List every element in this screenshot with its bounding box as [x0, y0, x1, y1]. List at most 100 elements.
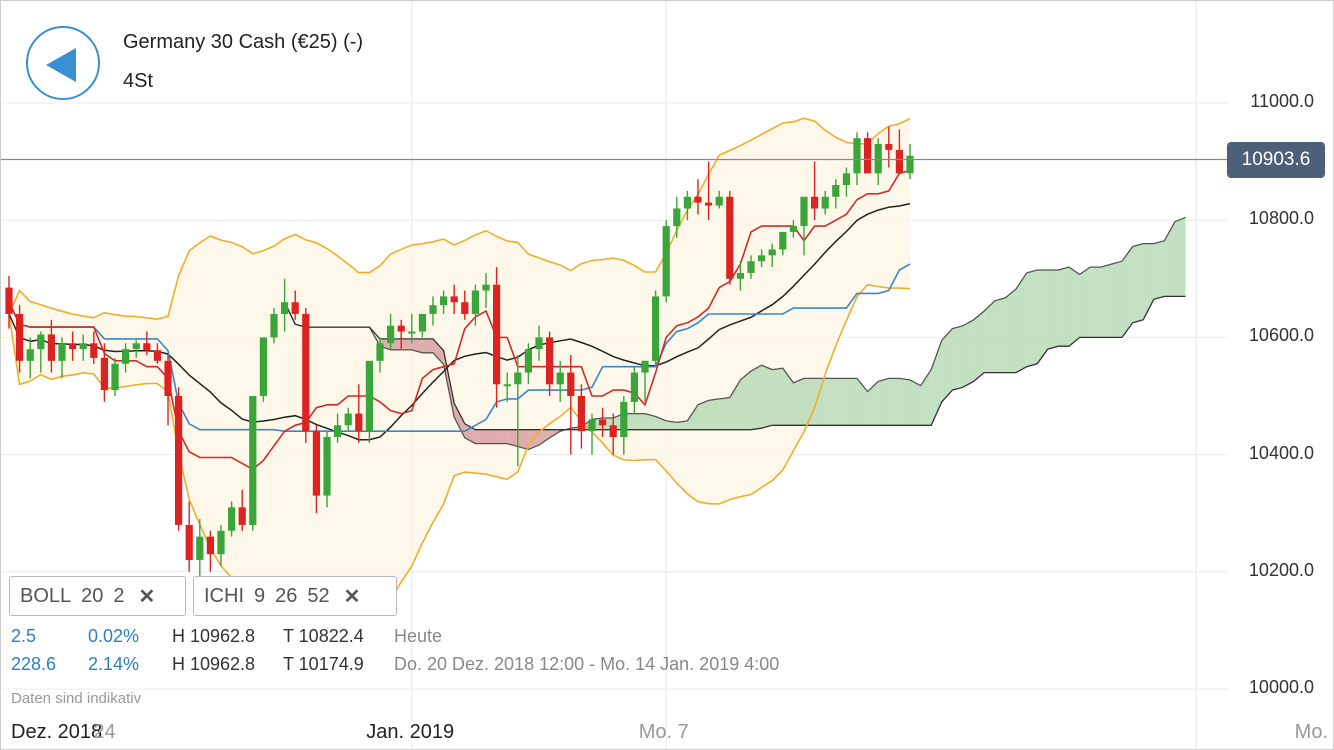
kumo-segment: [1069, 267, 1080, 347]
stat-low: T 10174.9: [283, 654, 364, 674]
kumo-segment: [698, 400, 709, 430]
kumo-segment: [517, 429, 529, 450]
candle-body: [323, 437, 331, 496]
candle-body: [842, 173, 850, 186]
back-button[interactable]: [26, 26, 100, 100]
y-tick-label: 10400.0: [1248, 442, 1314, 463]
y-tick-label: 10800.0: [1248, 208, 1314, 229]
stat-change-pct: 0.02%: [88, 626, 140, 646]
candle-body: [556, 372, 564, 385]
instrument-title: Germany 30 Cash (€25) (-): [123, 31, 364, 53]
x-tick-label: Jan. 2019: [362, 721, 459, 744]
kumo-segment: [888, 378, 900, 426]
candle-body: [705, 202, 713, 206]
stat-change-pct: 2.14%: [88, 654, 140, 674]
candle-body: [652, 296, 660, 361]
stat-low: T 10822.4: [283, 626, 364, 646]
y-tick-label: 11000.0: [1250, 91, 1314, 111]
candle-body: [302, 313, 310, 432]
candle-body: [503, 384, 511, 387]
kumo-segment: [984, 300, 995, 373]
ichimoku-kijun: [8, 263, 911, 432]
candle-body: [26, 349, 34, 361]
back-arrow-icon: [46, 48, 76, 82]
kumo-segment: [878, 378, 889, 426]
candle-body: [228, 507, 236, 531]
candle-body: [461, 302, 469, 314]
candle-body: [397, 325, 405, 332]
kumo-segment: [751, 365, 762, 430]
candle-body: [196, 536, 204, 561]
timeframe-label[interactable]: 4St: [123, 70, 154, 92]
x-tick-label: Mo. 7: [638, 721, 689, 743]
candle-body: [779, 231, 787, 250]
candle-body: [47, 334, 55, 361]
kumo-segment: [1016, 272, 1027, 373]
stat-change: 228.6: [11, 654, 57, 674]
candle-body: [450, 296, 458, 303]
candle-body: [344, 413, 352, 426]
kumo-segment: [666, 420, 677, 430]
candle-body: [259, 337, 267, 396]
candle-body: [895, 149, 903, 174]
kumo-segment: [1175, 217, 1186, 297]
stat-change: 2.5: [11, 626, 37, 646]
candle-body: [111, 363, 119, 391]
kumo-segment: [507, 429, 518, 447]
indicator-param: 26: [275, 584, 298, 607]
candle-body: [577, 396, 585, 432]
candle-body: [800, 196, 808, 227]
candle-body: [906, 155, 914, 174]
candle-body: [726, 196, 734, 279]
candle-body: [588, 419, 596, 432]
candle-body: [821, 196, 829, 209]
candle-body: [789, 226, 797, 232]
candle-body: [885, 144, 893, 150]
indicator-param: 52: [307, 584, 330, 607]
kumo-segment: [475, 429, 486, 444]
candle-body: [620, 401, 628, 438]
x-tick-label: Dez. 2018: [11, 721, 103, 743]
candle-body: [79, 343, 87, 350]
candle-body: [122, 349, 130, 364]
indicator-param: 9: [254, 584, 266, 607]
close-icon[interactable]: ✕: [343, 585, 361, 608]
kumo-segment: [634, 413, 645, 430]
indicator-param: 20: [81, 584, 104, 607]
kumo-segment: [1143, 243, 1154, 320]
candle-body: [493, 284, 501, 385]
kumo-segment: [814, 378, 826, 426]
kumo-segment: [411, 338, 423, 353]
candle-body: [217, 530, 225, 555]
kumo-segment: [920, 369, 932, 426]
candle-body: [334, 425, 342, 438]
candle-body: [238, 507, 246, 525]
close-icon[interactable]: ✕: [138, 585, 156, 608]
bollinger-fill: [9, 118, 910, 609]
candle-body: [164, 360, 172, 396]
kumo-segment: [708, 398, 720, 430]
indicator-chip-ichi[interactable]: ICHI 9 26 52 ✕: [193, 576, 397, 616]
kumo-segment: [1132, 243, 1144, 323]
candle-body: [175, 396, 183, 525]
kumo-segment: [486, 429, 497, 444]
y-tick-label: 10000.0: [1248, 677, 1314, 697]
candle-body: [599, 419, 607, 426]
candle-body: [312, 431, 320, 496]
candle-body: [355, 413, 363, 432]
candle-body: [630, 372, 638, 402]
kumo-segment: [963, 319, 974, 388]
indicator-name: BOLL: [20, 584, 72, 607]
candle-body: [90, 343, 98, 358]
candle-body: [408, 331, 416, 334]
candle-body: [270, 313, 278, 338]
stat-range: Heute: [394, 626, 443, 646]
kumo-segment: [973, 311, 985, 382]
kumo-segment: [761, 365, 773, 429]
candle-body: [16, 313, 24, 361]
kumo-segment: [835, 378, 847, 426]
candle-body: [683, 196, 691, 209]
indicator-chip-boll[interactable]: BOLL 20 2 ✕: [9, 576, 186, 616]
